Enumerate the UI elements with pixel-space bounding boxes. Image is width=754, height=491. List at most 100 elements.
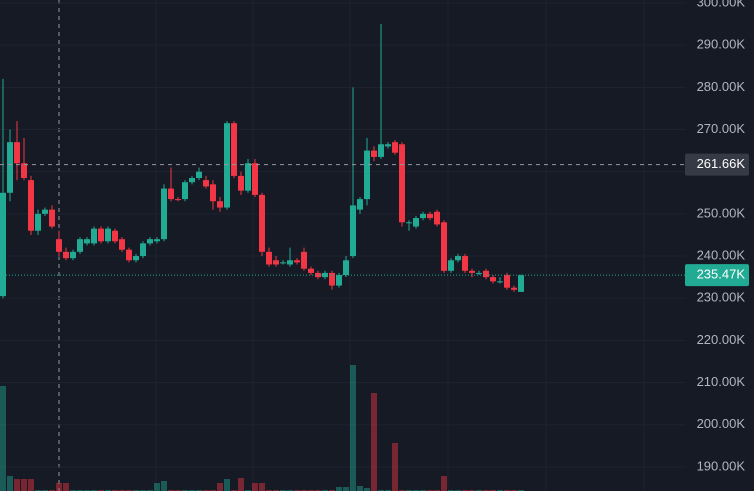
volume-bar (238, 478, 244, 491)
candle-body (476, 272, 482, 274)
candle-body (77, 239, 83, 252)
volume-bar (343, 487, 349, 491)
last-price-label: 235.47K (697, 267, 746, 282)
candle-body (441, 222, 447, 271)
candle-body (273, 260, 279, 265)
candle-body (427, 213, 433, 219)
candle-body (245, 163, 251, 191)
candle-body (518, 275, 524, 292)
candle-body (469, 270, 475, 273)
volume-bar (7, 476, 13, 491)
candle-body (497, 281, 503, 283)
candle-body (56, 239, 62, 252)
y-tick-label: 250.00K (697, 205, 746, 220)
volume-bar (357, 486, 363, 491)
volume-bar (224, 479, 230, 491)
candle-body (308, 268, 314, 273)
candle-body (7, 142, 13, 193)
volume-bar (0, 386, 6, 491)
candle-body (462, 256, 468, 271)
candle-body (189, 178, 195, 183)
candle-body (252, 163, 258, 195)
candle-body (357, 199, 363, 210)
y-tick-label: 280.00K (697, 79, 746, 94)
crosshair-label: 261.66K (697, 156, 746, 171)
candle-body (0, 192, 6, 297)
volume-bar (441, 476, 447, 491)
candle-body (210, 184, 216, 202)
candle-body (406, 222, 412, 224)
candle-body (490, 277, 496, 282)
volume-bar (364, 488, 370, 491)
volume-bar (56, 483, 62, 491)
y-tick-label: 210.00K (697, 374, 746, 389)
candle-body (63, 251, 69, 259)
candle-body (385, 144, 391, 147)
y-tick-label: 200.00K (697, 416, 746, 431)
y-tick-label: 270.00K (697, 121, 746, 136)
candle-body (329, 272, 335, 286)
candle-body (336, 275, 342, 286)
candle-body (420, 213, 426, 219)
candle-body (413, 218, 419, 227)
candle-body (147, 239, 153, 244)
candle-body (168, 188, 174, 200)
candle-body (434, 211, 440, 225)
candle-body (343, 260, 349, 276)
candle-body (392, 142, 398, 153)
candle-body (119, 239, 125, 250)
volume-bar (371, 393, 377, 491)
candle-body (294, 260, 300, 263)
candle-body (35, 213, 41, 231)
candle-body (455, 256, 461, 261)
candle-body (21, 163, 27, 179)
last-price-label-box (685, 264, 749, 287)
volume-bar (252, 483, 258, 491)
candle-body (259, 194, 265, 252)
candle-body (105, 228, 111, 242)
volume-bar (217, 483, 223, 491)
candle-body (350, 205, 356, 257)
volume-bar (21, 479, 27, 491)
candle-body (217, 201, 223, 208)
volume-bar (28, 479, 34, 491)
candle-body (70, 251, 76, 259)
y-tick-label: 300.00K (697, 0, 746, 9)
candle-body (28, 180, 34, 231)
candle-body (231, 123, 237, 176)
candle-body (504, 275, 510, 288)
candle-body (91, 228, 97, 244)
candle-body (133, 256, 139, 261)
candle-body (371, 150, 377, 157)
candle-body (224, 123, 230, 208)
volume-bar (154, 483, 160, 491)
volume-bar (259, 483, 265, 491)
candle-body (483, 270, 489, 278)
candle-body (511, 287, 517, 290)
candle-body (161, 188, 167, 240)
candle-body (182, 182, 188, 200)
candle-body (84, 239, 90, 244)
candle-body (364, 150, 370, 200)
volume-bar (14, 479, 20, 491)
crosshair-label-box (685, 153, 749, 176)
candle-body (238, 175, 244, 191)
volume-bar (392, 443, 398, 491)
y-tick-label: 220.00K (697, 332, 746, 347)
volume-bar (63, 483, 69, 491)
y-tick-label: 290.00K (697, 37, 746, 52)
candle-body (287, 260, 293, 265)
volume-bar (161, 481, 167, 491)
candle-body (175, 199, 181, 201)
candle-body (301, 251, 307, 269)
candle-body (203, 180, 209, 187)
candle-body (448, 260, 454, 271)
volume-bar (350, 365, 356, 491)
candle-body (42, 209, 48, 214)
candle-body (196, 171, 202, 179)
candle-body (154, 239, 160, 242)
y-tick-label: 230.00K (697, 290, 746, 305)
candle-body (266, 251, 272, 265)
y-tick-label: 240.00K (697, 247, 746, 262)
